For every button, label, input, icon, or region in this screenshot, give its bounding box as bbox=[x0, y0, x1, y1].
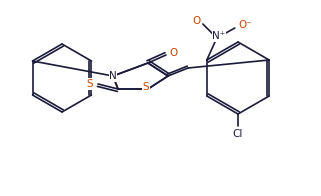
Text: S: S bbox=[143, 82, 149, 92]
Text: S: S bbox=[87, 79, 93, 89]
Text: Cl: Cl bbox=[233, 129, 243, 139]
Text: N⁺: N⁺ bbox=[212, 31, 225, 41]
Text: O: O bbox=[170, 48, 178, 58]
Text: O: O bbox=[193, 16, 201, 26]
Text: O⁻: O⁻ bbox=[238, 20, 252, 30]
Text: N: N bbox=[109, 71, 117, 81]
